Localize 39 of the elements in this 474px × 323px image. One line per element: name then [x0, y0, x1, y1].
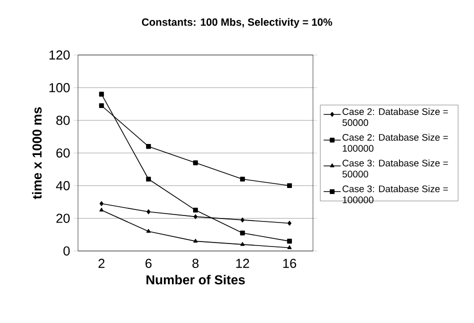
point [287, 183, 292, 188]
point [99, 208, 104, 212]
legend-label: Case 3: Database Size = 50000 [342, 159, 448, 178]
point [100, 201, 104, 206]
point [99, 103, 104, 108]
y-tick-label: 60 [56, 148, 70, 158]
point [193, 160, 198, 166]
x-tick-label: 2 [98, 258, 104, 268]
point [193, 208, 198, 213]
point [240, 176, 245, 182]
y-axis-title: time x 1000 ms [32, 107, 42, 200]
legend-label: Case 2: Database Size = 100000 [342, 134, 448, 152]
point [193, 238, 198, 243]
point [194, 214, 198, 220]
x-tick-label: 6 [146, 258, 152, 268]
x-tick-label: 16 [283, 258, 296, 268]
x-tick-label: 12 [236, 258, 250, 268]
point [288, 220, 292, 226]
point [287, 238, 292, 244]
point [146, 209, 150, 214]
point [287, 245, 292, 250]
y-tick-label: 80 [56, 116, 70, 125]
point [240, 242, 245, 246]
chart-title: Constants: 100 Mbs, Selectivity = 10% [142, 18, 332, 28]
legend-label: Case 3: Database Size = 100000 [342, 185, 448, 204]
point [146, 176, 151, 182]
y-tick-label: 100 [50, 83, 70, 92]
point [146, 228, 151, 233]
y-tick-label: 120 [50, 50, 70, 60]
y-tick-label: 40 [56, 181, 70, 190]
point [240, 218, 244, 222]
legend-label: Case 2: Database Size = 50000 [342, 108, 448, 126]
point [146, 144, 151, 149]
y-tick-label: 20 [56, 214, 70, 223]
point [99, 92, 104, 97]
y-tick-label: 0 [63, 246, 70, 256]
x-axis-title: Number of Sites [146, 274, 245, 284]
point [240, 230, 245, 236]
x-tick-label: 8 [192, 258, 199, 268]
